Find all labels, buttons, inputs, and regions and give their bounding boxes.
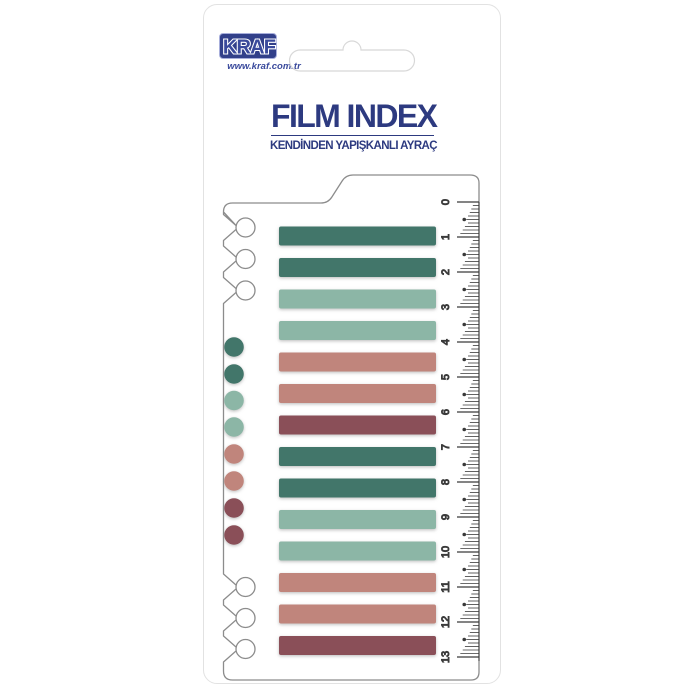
svg-text:KRAF: KRAF — [223, 37, 276, 59]
